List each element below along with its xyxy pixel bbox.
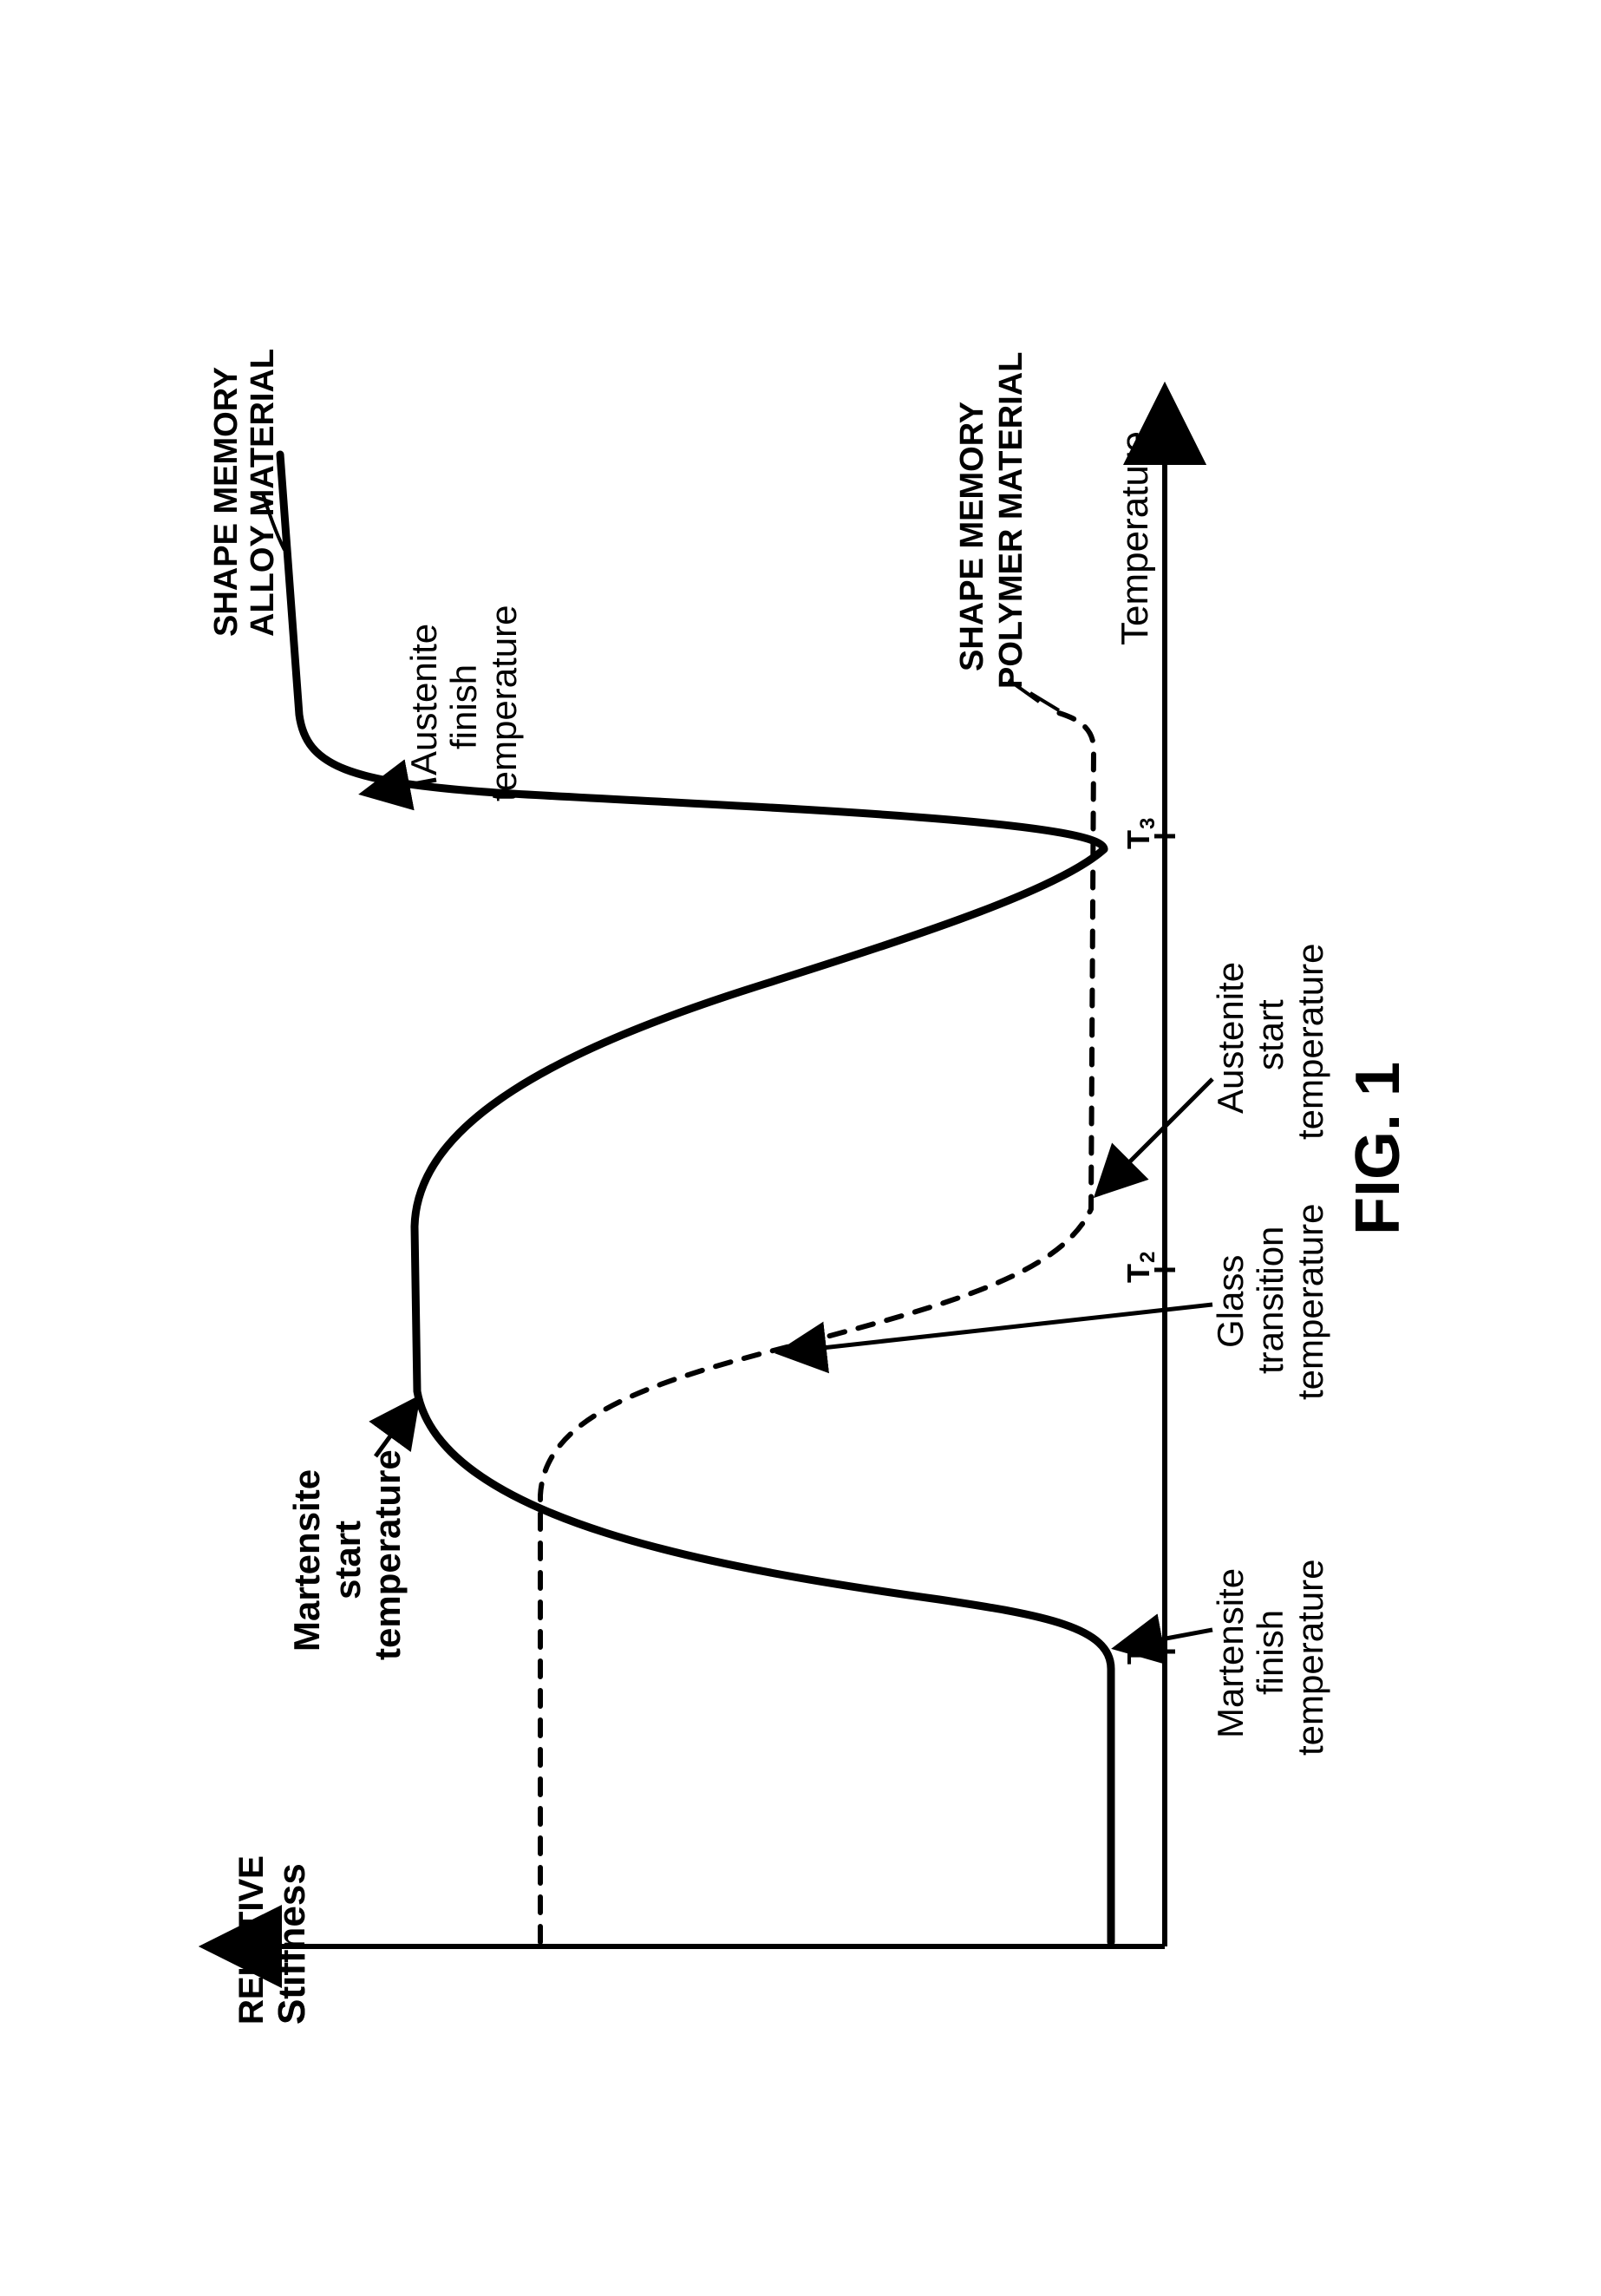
- svg-text:T: T: [1121, 1264, 1156, 1283]
- svg-text:transition: transition: [1250, 1226, 1291, 1373]
- svg-text:Austenite: Austenite: [1210, 961, 1251, 1113]
- svg-text:temperature: temperature: [483, 605, 524, 801]
- svg-text:1: 1: [1136, 1632, 1160, 1644]
- sma-label-1: SHAPE MEMORY: [208, 366, 245, 636]
- chart-container: RELATIVE Stiffness Temperature T₁ T₂ T₃: [193, 194, 1408, 2103]
- svg-text:temperature: temperature: [1290, 943, 1330, 1139]
- svg-text:Martensite: Martensite: [1210, 1567, 1251, 1737]
- smp-label-2: POLYMER MATERIAL: [993, 351, 1029, 688]
- svg-text:Temperature: Temperature: [1114, 430, 1156, 644]
- svg-text:Stiffness: Stiffness: [271, 1863, 313, 2025]
- svg-text:3: 3: [1136, 817, 1160, 828]
- svg-text:temperature: temperature: [1290, 1203, 1330, 1399]
- svg-text:Austenite: Austenite: [403, 623, 444, 775]
- svg-text:Martensite: Martensite: [286, 1469, 327, 1651]
- svg-text:2: 2: [1136, 1251, 1160, 1262]
- sma-label-2: ALLOY MATERIAL: [245, 348, 281, 636]
- svg-text:finish: finish: [1250, 1609, 1291, 1694]
- svg-text:Glass: Glass: [1210, 1254, 1251, 1347]
- svg-text:temperature: temperature: [1290, 1559, 1330, 1755]
- figure-label: FIG. 1: [1343, 1061, 1408, 1234]
- svg-text:RELATIVE: RELATIVE: [232, 1855, 271, 2025]
- svg-text:T: T: [1121, 1645, 1156, 1665]
- smp-label-1: SHAPE MEMORY: [954, 401, 990, 670]
- svg-text:start: start: [1250, 998, 1291, 1070]
- svg-text:temperature: temperature: [367, 1449, 408, 1660]
- chart-svg: RELATIVE Stiffness Temperature T₁ T₂ T₃: [193, 194, 1408, 2103]
- svg-text:start: start: [327, 1520, 368, 1599]
- svg-text:finish: finish: [443, 664, 484, 749]
- svg-text:T: T: [1121, 830, 1156, 849]
